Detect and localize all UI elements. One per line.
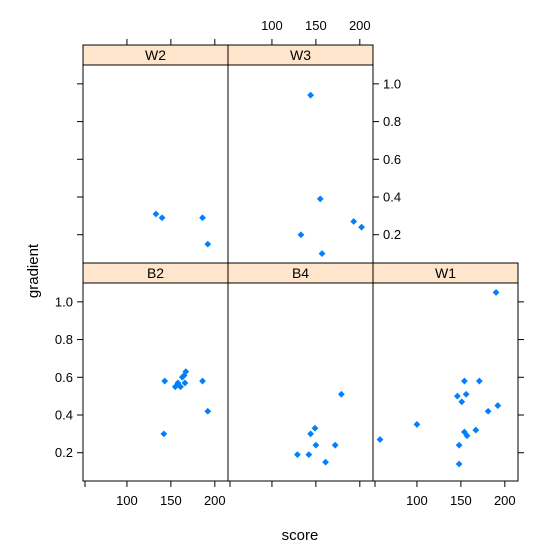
strip-label-w3: W3 — [290, 47, 311, 63]
point-w2-1 — [158, 214, 166, 222]
x-tick-label: 100 — [116, 493, 138, 508]
point-w2-2 — [199, 214, 206, 222]
y-tick-label: 0.4 — [55, 408, 73, 423]
point-w1-11 — [475, 377, 483, 385]
point-w3-3 — [318, 250, 326, 257]
point-b4-1 — [305, 451, 313, 458]
x-axis-label: score — [282, 527, 319, 544]
panel-frame-w1 — [372, 282, 519, 482]
point-b2-4 — [177, 383, 184, 391]
panel-frame-w2 — [82, 64, 229, 264]
y-tick-label-right: 0.2 — [383, 227, 401, 242]
point-b4-7 — [337, 390, 345, 398]
point-w1-0 — [376, 436, 384, 443]
point-w1-1 — [413, 421, 421, 428]
strip-label-w1: W1 — [435, 265, 456, 281]
point-w3-4 — [350, 218, 358, 225]
point-w3-0 — [307, 91, 315, 99]
y-tick-label: 0.6 — [55, 370, 73, 385]
point-b2-10 — [204, 407, 212, 415]
point-b2-9 — [199, 377, 206, 385]
x-tick-label-top: 100 — [261, 18, 283, 33]
x-tick-label: 150 — [450, 493, 472, 508]
point-b2-5 — [178, 373, 186, 381]
y-tick-label: 0.2 — [55, 445, 73, 460]
y-tick-label-right: 1.0 — [383, 76, 401, 91]
point-w1-9 — [463, 432, 471, 440]
point-b4-0 — [294, 451, 301, 458]
point-w1-2 — [453, 392, 461, 400]
point-b4-4 — [312, 441, 320, 449]
point-w1-12 — [484, 407, 492, 415]
x-tick-label: 200 — [204, 493, 226, 508]
x-tick-label: 150 — [160, 493, 182, 508]
point-b2-8 — [181, 379, 189, 387]
point-w1-4 — [455, 460, 463, 468]
point-w3-2 — [316, 195, 324, 203]
y-tick-label-right: 0.6 — [383, 152, 401, 167]
x-tick-label: 100 — [406, 493, 428, 508]
strip-label-b4: B4 — [292, 265, 309, 281]
y-tick-label: 0.8 — [55, 332, 73, 347]
point-b2-0 — [161, 377, 169, 385]
point-w3-1 — [297, 231, 305, 239]
point-w1-3 — [455, 441, 463, 449]
x-tick-label-top: 150 — [305, 18, 327, 33]
point-w1-13 — [492, 289, 500, 296]
panel-frame-b4 — [227, 282, 374, 482]
y-axis-label: gradient — [25, 243, 42, 298]
point-w2-0 — [152, 210, 160, 218]
point-w1-8 — [462, 390, 470, 398]
point-b4-6 — [331, 441, 339, 449]
point-w2-3 — [204, 240, 212, 248]
point-w1-14 — [494, 402, 502, 409]
x-tick-label-top: 200 — [349, 18, 371, 33]
y-tick-label: 1.0 — [55, 294, 73, 309]
point-b2-7 — [182, 368, 190, 376]
point-w1-5 — [458, 398, 466, 406]
panel-frame-b2 — [82, 282, 229, 482]
point-b4-5 — [322, 458, 329, 466]
x-tick-label: 200 — [494, 493, 516, 508]
y-tick-label-right: 0.8 — [383, 114, 401, 129]
point-w1-10 — [472, 426, 480, 434]
strip-label-w2: W2 — [145, 47, 166, 63]
point-b2-1 — [160, 430, 168, 438]
point-w1-6 — [460, 377, 468, 385]
point-b4-2 — [307, 430, 315, 438]
y-tick-label-right: 0.4 — [383, 190, 401, 205]
point-b2-2 — [171, 383, 179, 391]
panels: W2 W3 B2 B4 W1 100 150 200 100 150 200 100 150 200 0.2… — [55, 18, 524, 508]
point-w3-5 — [358, 223, 365, 231]
point-b4-3 — [311, 424, 319, 432]
strip-label-b2: B2 — [147, 265, 164, 281]
